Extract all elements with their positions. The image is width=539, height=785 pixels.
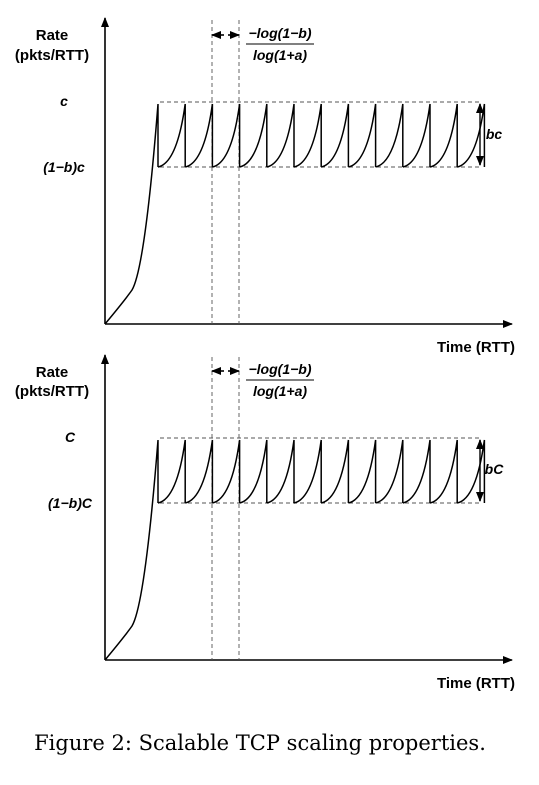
y-axis-label-line1: Rate [36,364,69,381]
panel-bottom: Rate (pkts/RTT) Time (RTT) C (1−b)C −log… [15,354,515,692]
sawtooth [456,103,486,168]
interval-numerator: −log(1−b) [248,361,311,377]
interval-denominator: log(1+a) [253,383,307,399]
sawtooth [293,439,322,504]
rate-curve-rampup [104,103,159,325]
sawtooth [184,103,214,168]
sawtooth [456,439,486,504]
y-axis-label-line2: (pkts/RTT) [15,383,89,400]
sawtooth [212,439,241,504]
sawtooth [348,103,377,168]
sawtooth [293,103,322,168]
panel-top: Rate (pkts/RTT) Time (RTT) c (1−b)c −log… [15,17,515,356]
x-axis-label: Time (RTT) [437,339,515,356]
lower-level-label: (1−b)c [43,159,85,175]
sawtooth-group [157,439,486,504]
interval-denominator: log(1+a) [253,47,307,63]
y-axis-label-line1: Rate [36,27,69,44]
sawtooth [320,103,350,168]
sawtooth [320,439,350,504]
interval-numerator: −log(1−b) [248,25,311,41]
sawtooth [375,103,404,168]
sawtooth-group [157,103,486,168]
sawtooth [157,103,186,168]
upper-level-label: C [65,429,76,445]
sawtooth [266,439,295,504]
x-axis-label: Time (RTT) [437,675,515,692]
sawtooth [157,439,186,504]
sawtooth [239,439,268,504]
sawtooth [239,103,268,168]
sawtooth [212,103,241,168]
lower-level-label: (1−b)C [48,495,93,511]
sawtooth [429,103,458,168]
figure-caption: Figure 2: Scalable TCP scaling propertie… [34,731,486,755]
drop-label: bC [485,461,505,477]
sawtooth [348,439,377,504]
rate-curve-rampup [104,439,159,661]
sawtooth [402,103,431,168]
sawtooth [266,103,295,168]
sawtooth [402,439,431,504]
sawtooth [184,439,214,504]
sawtooth [375,439,404,504]
upper-level-label: c [60,93,68,109]
sawtooth [429,439,458,504]
y-axis-label-line2: (pkts/RTT) [15,47,89,64]
drop-label: bc [486,126,503,142]
